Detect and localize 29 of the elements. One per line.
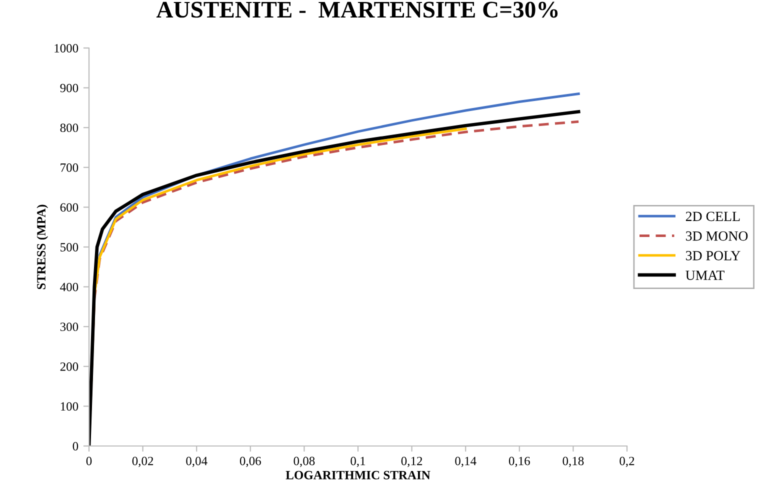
x-tick-label: 0,2 <box>620 456 634 468</box>
y-tick-label: 0 <box>72 442 78 450</box>
legend-label: 3D POLY <box>686 250 740 260</box>
y-tick-label: 800 <box>60 124 78 132</box>
x-tick-label: 0,08 <box>294 456 315 468</box>
y-tick-label: 700 <box>60 163 78 172</box>
x-tick-label: 0,1 <box>350 456 366 468</box>
chart-title: AUSTENITE - MARTENSITE C=30% <box>156 2 558 18</box>
y-axis-title: STRESS (MPA) <box>36 204 48 290</box>
y-tick-label: 100 <box>60 402 78 411</box>
y-tick-label: 400 <box>60 282 78 292</box>
x-tick-label: 0,12 <box>401 456 422 468</box>
y-tick-label: 500 <box>60 243 78 252</box>
y-tick-label: 300 <box>60 322 78 332</box>
legend-label: UMAT <box>686 270 724 280</box>
x-tick-label: 0,06 <box>240 456 261 468</box>
y-tick-label: 900 <box>60 84 78 92</box>
legend-label: 3D MONO <box>686 231 748 241</box>
x-tick-label: 0,14 <box>455 456 476 468</box>
y-tick-label: 1000 <box>54 44 78 52</box>
x-tick-label: 0 <box>86 456 92 466</box>
x-tick-label: 0,02 <box>132 456 154 468</box>
legend-label: 2D CELL <box>686 212 740 222</box>
y-tick-label: 200 <box>60 362 78 371</box>
x-axis-title: LOGARITHMIC STRAIN <box>286 470 430 480</box>
x-tick-label: 0,18 <box>562 456 584 468</box>
x-tick-label: 0,16 <box>508 456 530 468</box>
y-tick-label: 600 <box>60 203 78 212</box>
x-tick-label: 0,04 <box>186 456 208 468</box>
